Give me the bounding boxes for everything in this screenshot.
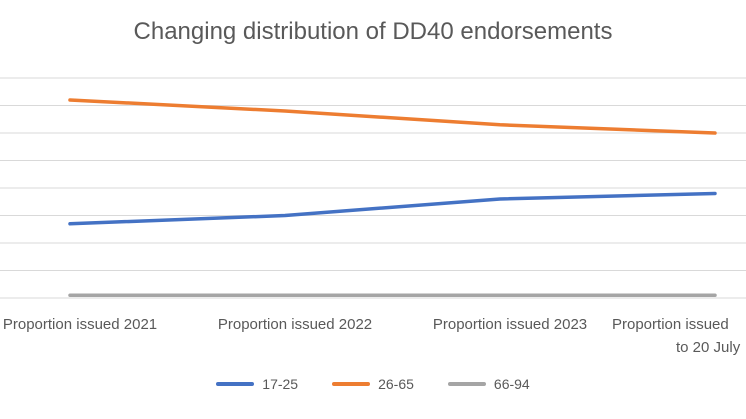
legend-swatch [332, 382, 371, 386]
chart-title: Changing distribution of DD40 endorsemen… [133, 18, 613, 45]
legend-item-17-25: 17-25 [216, 376, 298, 392]
x-tick-label: Proportion issued 2021 [3, 316, 157, 333]
series-line-17-25 [68, 191, 717, 226]
legend-item-26-65: 26-65 [332, 376, 414, 392]
legend-swatch [447, 382, 486, 386]
legend-label: 26-65 [378, 376, 414, 392]
x-tick-label: Proportion issued 2022 [218, 316, 372, 333]
x-tick-label: Proportion issued to 20 July [612, 316, 741, 356]
x-axis-tick-labels: Proportion issued 2021 Proportion issued … [3, 316, 741, 356]
series-lines [68, 98, 717, 298]
legend-swatch [216, 382, 255, 386]
legend-label: 66-94 [493, 376, 530, 392]
x-tick-label: Proportion issued 2023 [433, 316, 587, 333]
legend-label: 17-25 [262, 376, 299, 392]
series-line-26-65 [68, 98, 717, 135]
legend-item-66-94: 66-94 [447, 376, 530, 392]
legend: 17-25 26-65 66-94 [0, 376, 746, 392]
gridlines [0, 77, 746, 299]
